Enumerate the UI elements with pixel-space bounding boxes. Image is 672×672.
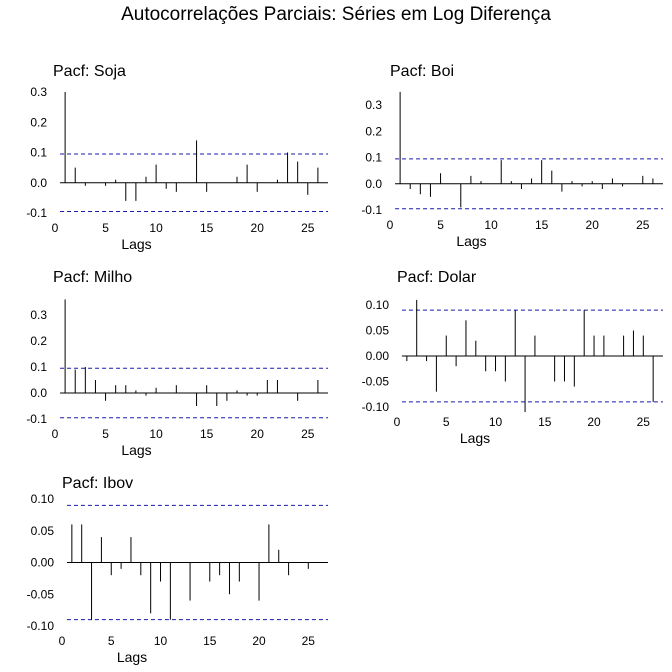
- x-tick-label: 15: [200, 221, 214, 235]
- y-tick-label: 0.3: [30, 85, 47, 99]
- y-tick-label: 0.2: [365, 124, 382, 138]
- panel-title: Pacf: Boi: [390, 63, 454, 80]
- y-tick-label: -0.10: [362, 400, 390, 414]
- pacf-panel: Pacf: Dolar -0.10 -0.05 0.00 0.05 0.10 0 5 10 15 2…: [362, 269, 663, 446]
- x-tick-label: 10: [484, 218, 498, 232]
- panel-title: Pacf: Ibov: [62, 475, 133, 492]
- panel-title: Pacf: Dolar: [397, 269, 477, 286]
- pacf-panel: Pacf: Soja -0.1 0.0 0.1 0.2 0.3 0 5 10 15 20 25 Lags: [26, 63, 328, 252]
- x-tick-label: 15: [535, 218, 549, 232]
- x-axis-label: Lags: [117, 649, 147, 665]
- y-tick-label: -0.1: [26, 412, 47, 426]
- x-tick-label: 5: [102, 427, 109, 441]
- y-tick-label: 0.0: [365, 177, 382, 191]
- x-tick-label: 25: [301, 221, 315, 235]
- x-tick-label: 0: [52, 221, 59, 235]
- x-tick-label: 0: [59, 634, 66, 648]
- y-tick-label: 0.05: [366, 324, 390, 338]
- y-tick-label: 0.1: [30, 146, 47, 160]
- panel-title: Pacf: Milho: [53, 269, 132, 286]
- x-tick-label: 10: [154, 634, 168, 648]
- y-tick-label: 0.10: [31, 492, 55, 506]
- x-tick-label: 10: [149, 427, 163, 441]
- x-tick-label: 0: [52, 427, 59, 441]
- figure-title: Autocorrelações Parciais: Séries em Log …: [121, 4, 551, 25]
- x-tick-label: 10: [149, 221, 163, 235]
- y-tick-label: 0.3: [365, 98, 382, 112]
- pacf-panel: Pacf: Milho -0.1 0.0 0.1 0.2 0.3 0 5 10 15 20 25 Lag…: [26, 269, 328, 458]
- x-axis-label: Lags: [121, 442, 151, 458]
- x-tick-label: 5: [108, 634, 115, 648]
- x-tick-label: 0: [394, 415, 401, 429]
- y-tick-label: 0.00: [31, 556, 55, 570]
- y-tick-label: 0.05: [31, 524, 55, 538]
- x-tick-label: 25: [637, 415, 651, 429]
- x-tick-label: 25: [301, 427, 315, 441]
- x-tick-label: 20: [586, 218, 600, 232]
- x-tick-label: 20: [252, 634, 266, 648]
- panel-title: Pacf: Soja: [53, 63, 126, 80]
- y-tick-label: 0.3: [30, 308, 47, 322]
- x-tick-label: 25: [302, 634, 316, 648]
- x-tick-label: 20: [587, 415, 601, 429]
- x-tick-label: 20: [251, 221, 265, 235]
- x-tick-label: 5: [437, 218, 444, 232]
- x-axis-label: Lags: [456, 233, 486, 249]
- y-tick-label: -0.1: [361, 203, 382, 217]
- y-tick-label: 0.0: [30, 386, 47, 400]
- x-axis-label: Lags: [460, 430, 490, 446]
- x-tick-label: 25: [636, 218, 650, 232]
- pacf-panel: Pacf: Ibov -0.10 -0.05 0.00 0.05 0.10 0 5 10 15 20…: [27, 475, 328, 665]
- y-tick-label: -0.1: [26, 206, 47, 220]
- y-tick-label: 0.2: [30, 334, 47, 348]
- x-tick-label: 10: [489, 415, 503, 429]
- y-tick-label: 0.1: [30, 360, 47, 374]
- y-tick-label: 0.2: [30, 115, 47, 129]
- x-tick-label: 15: [538, 415, 552, 429]
- y-tick-label: -0.10: [27, 619, 55, 633]
- y-tick-label: 0.00: [366, 349, 390, 363]
- y-tick-label: 0.1: [365, 151, 382, 165]
- x-tick-label: 0: [387, 218, 394, 232]
- y-tick-label: 0.0: [30, 176, 47, 190]
- y-tick-label: 0.10: [366, 298, 390, 312]
- x-tick-label: 5: [102, 221, 109, 235]
- pacf-panel: Pacf: Boi -0.1 0.0 0.1 0.2 0.3 0 5 10 15 20 25 Lags: [361, 63, 663, 249]
- y-tick-label: -0.05: [27, 587, 55, 601]
- x-tick-label: 15: [203, 634, 217, 648]
- x-axis-label: Lags: [121, 236, 151, 252]
- x-tick-label: 15: [200, 427, 214, 441]
- x-tick-label: 5: [443, 415, 450, 429]
- x-tick-label: 20: [251, 427, 265, 441]
- y-tick-label: -0.05: [362, 375, 390, 389]
